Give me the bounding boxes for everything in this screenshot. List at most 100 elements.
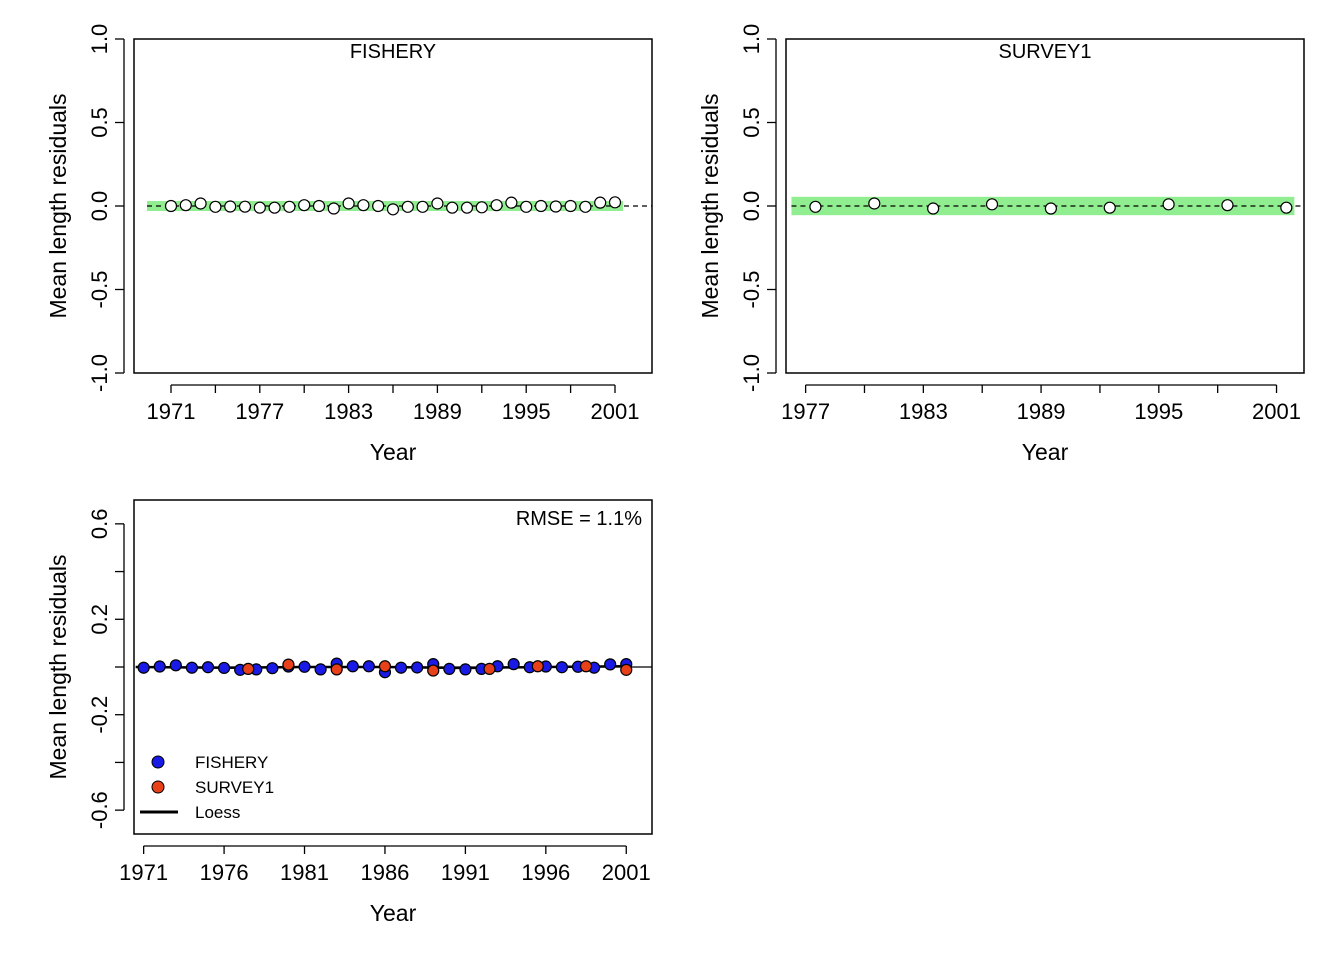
fishery-point bbox=[394, 661, 408, 674]
fishery-point bbox=[411, 661, 424, 674]
fishery-point bbox=[201, 661, 215, 674]
fishery-point bbox=[579, 200, 592, 213]
survey1-point bbox=[927, 202, 940, 215]
fishery-point bbox=[327, 202, 340, 215]
survey1-panel: -1.0 -0.5 0.0 0.5 1.0 1977 1983 1989 1995 2001 S… bbox=[697, 24, 1305, 465]
fishery-point bbox=[372, 199, 385, 213]
fishery-point bbox=[564, 199, 577, 213]
fishery-point bbox=[312, 199, 326, 213]
fishery-point bbox=[475, 201, 488, 214]
survey1-point bbox=[579, 660, 593, 673]
y-tick-label: 0.2 bbox=[87, 604, 112, 635]
fishery-point bbox=[555, 661, 569, 674]
fishery-point bbox=[594, 196, 607, 209]
legend-fishery-marker bbox=[151, 755, 165, 769]
x-tick-label: 1996 bbox=[521, 860, 570, 885]
panel-title: SURVEY1 bbox=[998, 41, 1091, 63]
y-axis-label: Mean length residuals bbox=[697, 93, 723, 318]
combined-panel: -0.6 -0.2 0.2 0.6 1971 1976 1981 1986 1991 1996 2… bbox=[45, 499, 653, 926]
fishery-point bbox=[217, 661, 231, 675]
y-tick-label: 0.0 bbox=[739, 191, 764, 222]
fishery-point bbox=[346, 660, 359, 673]
fishery-point bbox=[298, 199, 311, 212]
fishery-point bbox=[534, 199, 548, 213]
fishery-panel: -1.0 -0.5 0.0 0.5 1.0 1971 1977 1983 1989 1995 20… bbox=[45, 24, 653, 465]
fishery-point bbox=[431, 197, 444, 210]
legend-loess-label: Loess bbox=[195, 803, 240, 822]
y-tick-label: -1.0 bbox=[739, 354, 764, 392]
y-axis-label: Mean length residuals bbox=[45, 554, 71, 779]
fishery-point bbox=[298, 660, 311, 673]
fishery-point bbox=[505, 196, 518, 209]
x-axis-label: Year bbox=[370, 439, 417, 465]
fishery-point bbox=[416, 200, 429, 213]
fishery-point bbox=[238, 200, 252, 213]
fishery-point bbox=[268, 201, 281, 214]
survey1-point bbox=[330, 663, 343, 676]
survey1-point bbox=[242, 662, 255, 676]
survey1-point bbox=[378, 660, 392, 673]
fishery-point bbox=[137, 661, 150, 674]
fishery-point bbox=[401, 200, 414, 213]
fishery-point bbox=[342, 197, 355, 210]
legend-fishery-label: FISHERY bbox=[195, 753, 268, 772]
x-tick-label: 1983 bbox=[324, 399, 373, 424]
fishery-point bbox=[209, 200, 222, 213]
plot-frame bbox=[785, 38, 1305, 374]
fishery-point bbox=[357, 199, 370, 212]
fishery-point bbox=[443, 662, 456, 676]
y-tick-label: -0.5 bbox=[739, 271, 764, 309]
fishery-point bbox=[314, 663, 327, 676]
x-tick-label: 1995 bbox=[502, 399, 551, 424]
legend-survey1-marker bbox=[151, 780, 165, 794]
fishery-point bbox=[169, 659, 182, 672]
x-tick-label: 2001 bbox=[591, 399, 640, 424]
fishery-point bbox=[253, 201, 266, 214]
fishery-point bbox=[362, 660, 375, 673]
fishery-point bbox=[153, 660, 166, 673]
fishery-point bbox=[459, 663, 472, 676]
survey1-point bbox=[620, 663, 633, 676]
fishery-point bbox=[549, 200, 562, 213]
fishery-point bbox=[266, 662, 279, 675]
fishery-point bbox=[520, 200, 533, 213]
legend: FISHERY SURVEY1 Loess bbox=[140, 753, 274, 822]
y-tick-label: -0.5 bbox=[87, 271, 112, 309]
x-axis-label: Year bbox=[370, 900, 417, 926]
x-tick-label: 1971 bbox=[119, 860, 168, 885]
fishery-point bbox=[490, 199, 503, 212]
legend-survey1-label: SURVEY1 bbox=[195, 778, 274, 797]
plot-frame bbox=[133, 38, 653, 374]
fishery-point bbox=[283, 200, 296, 213]
y-axis-label: Mean length residuals bbox=[45, 93, 71, 318]
survey1-point bbox=[868, 197, 881, 210]
fishery-point bbox=[386, 203, 400, 216]
fishery-point bbox=[224, 200, 237, 213]
survey1-point bbox=[1044, 202, 1057, 215]
plot-frame bbox=[133, 499, 653, 835]
fishery-point bbox=[446, 201, 459, 214]
fishery-point bbox=[164, 199, 178, 213]
y-tick-label: -0.2 bbox=[87, 696, 112, 734]
x-tick-label: 2001 bbox=[1252, 399, 1301, 424]
fishery-point bbox=[608, 196, 622, 209]
y-tick-label: 1.0 bbox=[87, 24, 112, 55]
fishery-point bbox=[194, 197, 207, 210]
x-tick-label: 1977 bbox=[235, 399, 284, 424]
survey1-point bbox=[809, 200, 822, 213]
fishery-point bbox=[179, 199, 192, 212]
fishery-point bbox=[185, 661, 199, 674]
y-tick-label: 0.0 bbox=[87, 191, 112, 222]
x-axis-label: Year bbox=[1022, 439, 1069, 465]
fishery-point bbox=[460, 201, 474, 214]
survey1-point bbox=[1162, 198, 1175, 211]
y-tick-label: 0.5 bbox=[739, 107, 764, 138]
x-tick-label: 1971 bbox=[147, 399, 196, 424]
survey1-point bbox=[282, 658, 295, 671]
fishery-point bbox=[507, 658, 520, 671]
y-tick-label: 1.0 bbox=[739, 24, 764, 55]
x-tick-label: 1981 bbox=[280, 860, 329, 885]
survey1-point bbox=[531, 660, 544, 673]
y-tick-label: 0.5 bbox=[87, 107, 112, 138]
y-tick-label: -0.6 bbox=[87, 791, 112, 829]
